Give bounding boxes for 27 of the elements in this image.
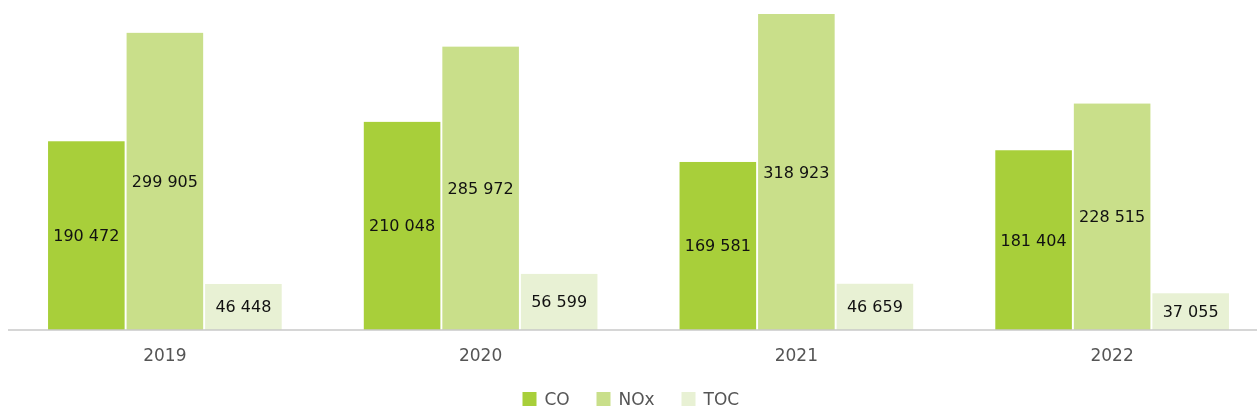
legend-label: TOC xyxy=(702,389,740,408)
bar xyxy=(442,46,519,330)
data-label: 299 905 xyxy=(131,171,198,191)
bar xyxy=(126,32,204,330)
data-label: 46 659 xyxy=(846,297,903,317)
data-label: 228 515 xyxy=(1079,207,1146,227)
legend-label: CO xyxy=(544,389,570,408)
bar xyxy=(363,121,441,330)
legend-label: NOx xyxy=(618,389,655,408)
bar xyxy=(48,141,125,330)
bar xyxy=(679,161,757,330)
data-label: 285 972 xyxy=(447,178,514,198)
bar xyxy=(1073,103,1151,330)
x-tick-label: 2022 xyxy=(1090,345,1134,365)
bar xyxy=(995,150,1072,330)
data-label: 190 472 xyxy=(53,226,120,246)
x-tick-label: 2021 xyxy=(774,345,819,365)
data-label: 210 048 xyxy=(369,216,436,236)
data-label: 318 923 xyxy=(763,162,830,182)
bar xyxy=(758,14,835,330)
x-tick-label: 2019 xyxy=(143,345,187,365)
data-label: 37 055 xyxy=(1162,302,1219,322)
data-label: 181 404 xyxy=(1000,230,1067,250)
data-label: 169 581 xyxy=(684,236,751,256)
data-label: 46 448 xyxy=(215,297,272,317)
data-label: 56 599 xyxy=(531,292,588,312)
x-tick-label: 2020 xyxy=(458,345,503,365)
